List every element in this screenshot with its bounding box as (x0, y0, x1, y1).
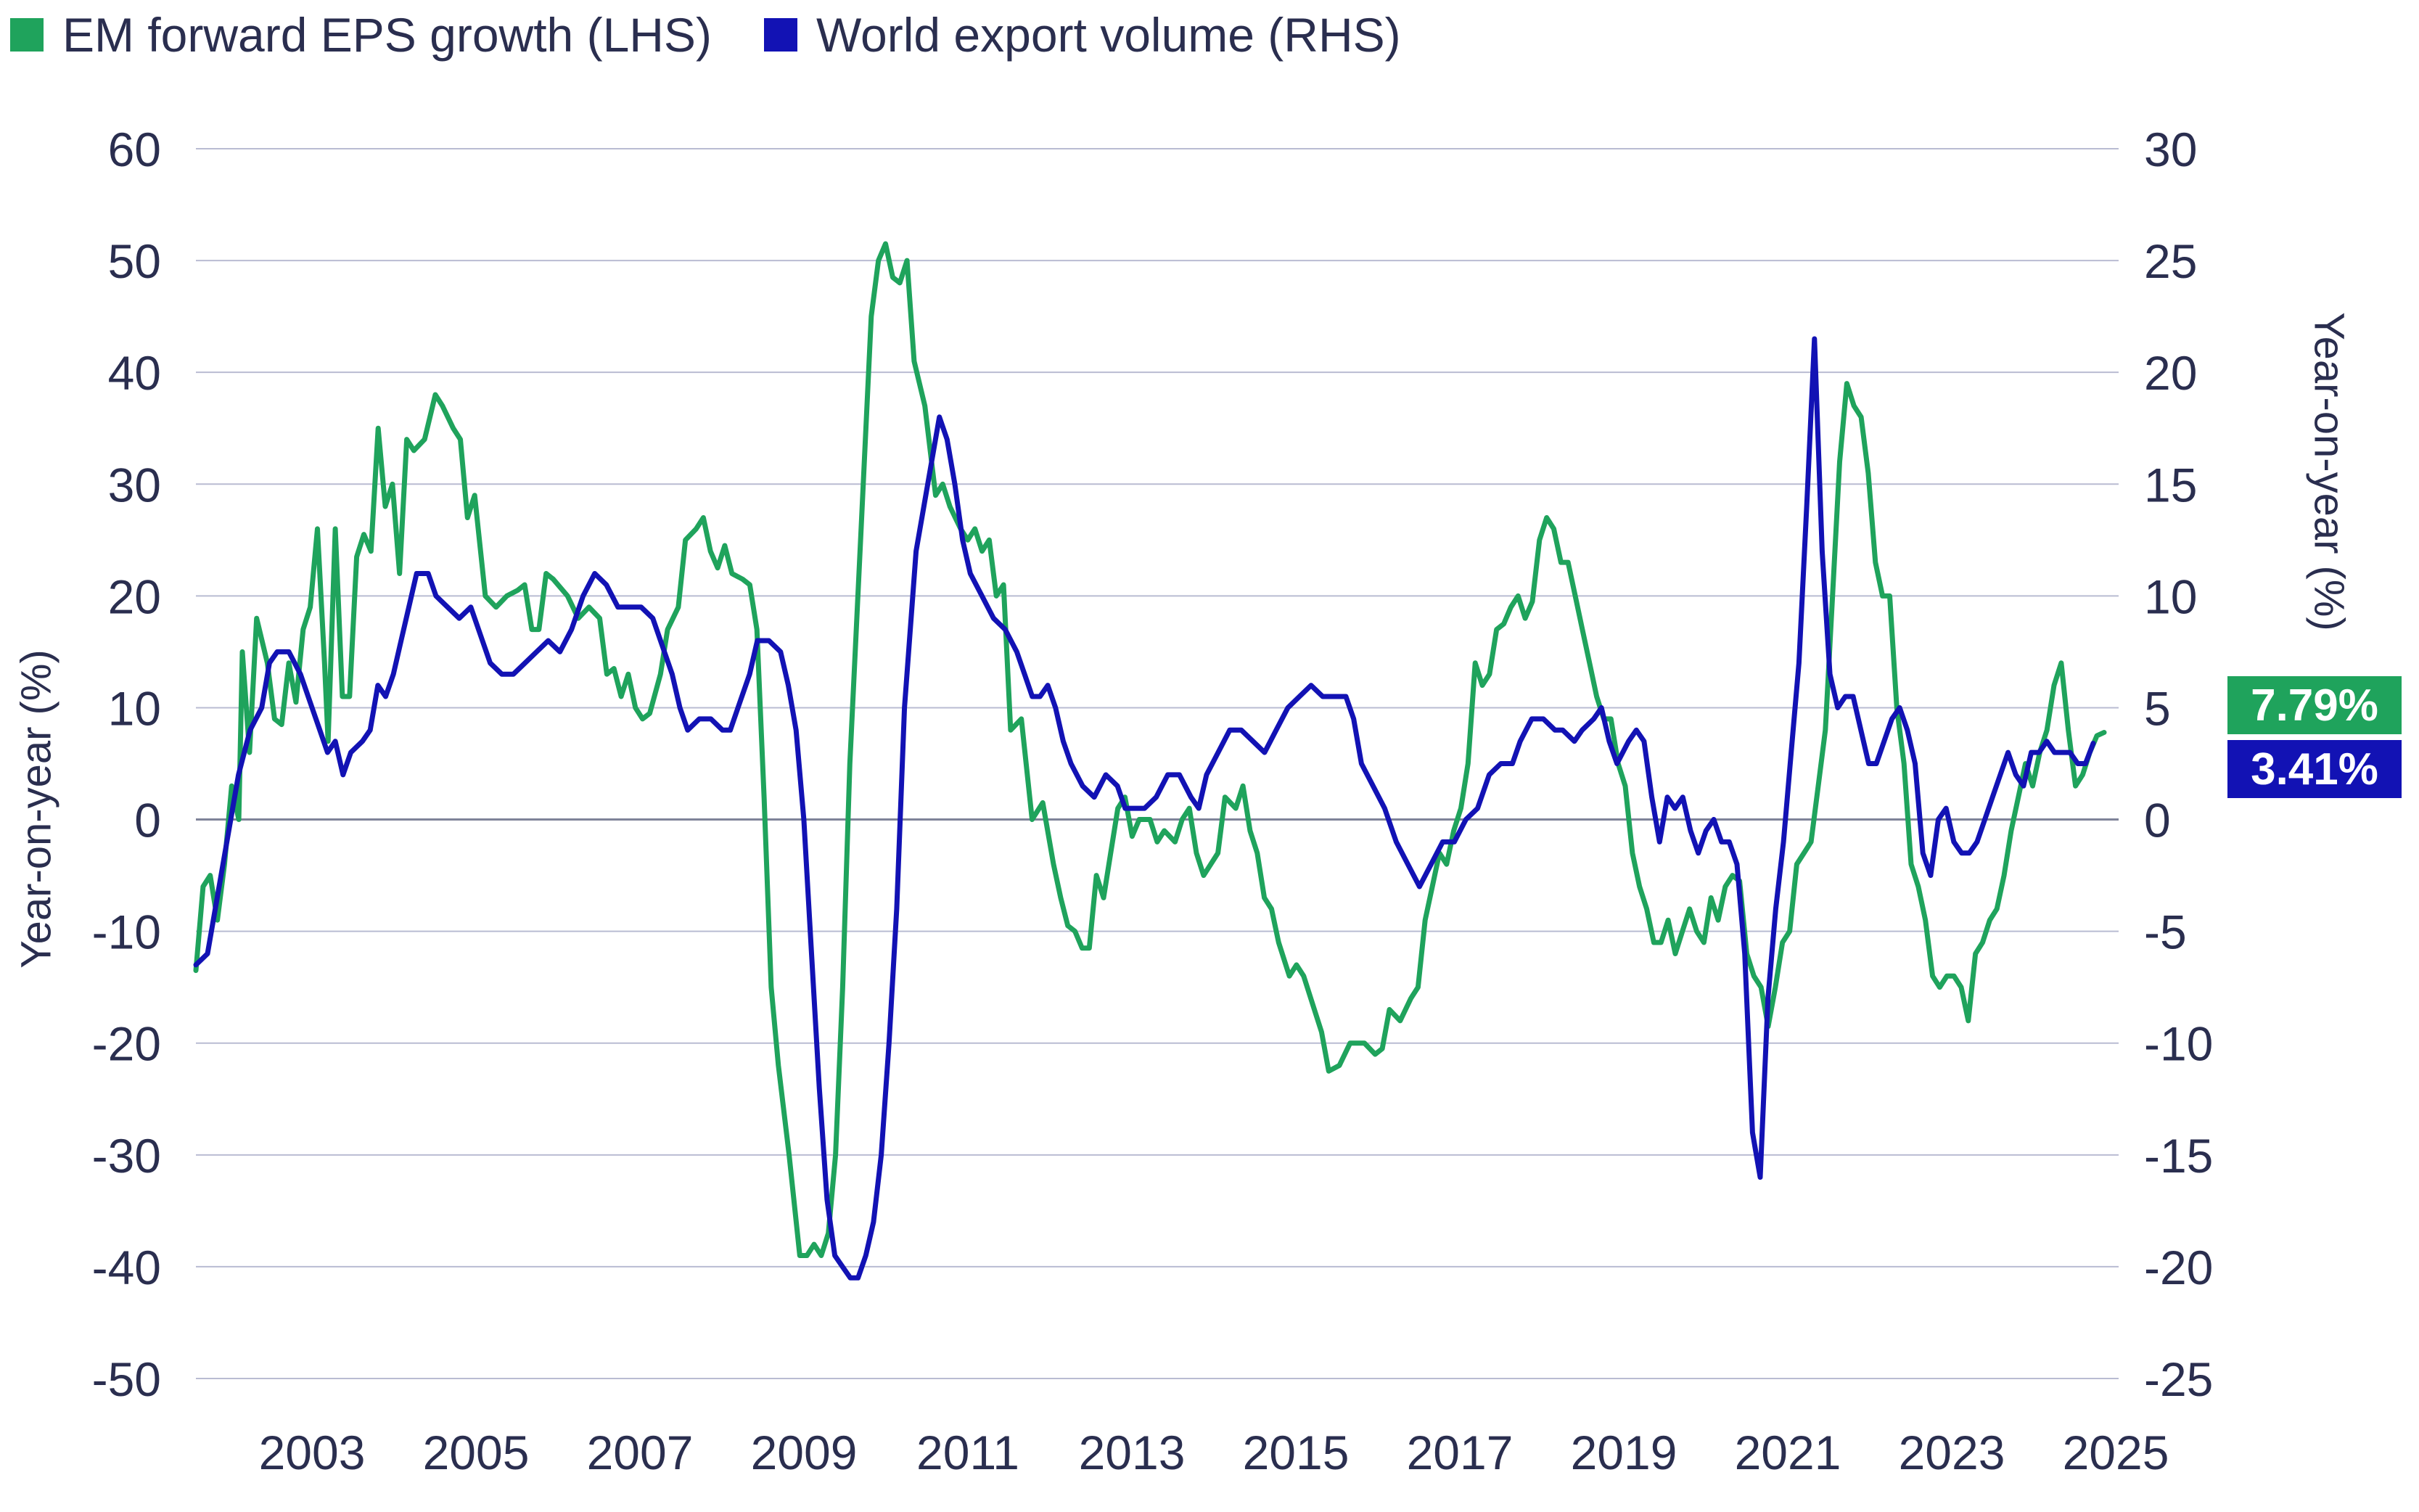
x-tick-label: 2013 (1079, 1426, 1186, 1479)
x-tick-label: 2021 (1735, 1426, 1841, 1479)
right-y-tick-label: 30 (2144, 123, 2197, 176)
right-y-tick-label: 25 (2144, 234, 2197, 288)
left-y-tick-label: 60 (108, 123, 161, 176)
right-y-tick-label: -5 (2144, 905, 2187, 959)
legend-swatch-export (763, 18, 797, 52)
x-tick-label: 2025 (2063, 1426, 2169, 1479)
right-y-tick-label: -15 (2144, 1129, 2213, 1183)
export-end-value-label: 3.41% (2227, 740, 2402, 798)
left-y-tick-label: -20 (92, 1017, 161, 1071)
export-volume-line (193, 336, 2096, 1281)
x-tick-label: 2015 (1243, 1426, 1350, 1479)
right-y-tick-label: -25 (2144, 1352, 2213, 1406)
left-y-tick-label: 50 (108, 234, 161, 288)
right-y-tick-label: -20 (2144, 1241, 2213, 1294)
right-y-tick-label: 10 (2144, 570, 2197, 623)
legend-label-eps: EM forward EPS growth (LHS) (62, 8, 712, 62)
eps-end-value-label: 7.79% (2227, 676, 2402, 734)
x-tick-label: 2009 (751, 1426, 858, 1479)
legend-swatch-eps (10, 18, 44, 52)
right-y-tick-label: 15 (2144, 458, 2197, 511)
legend-label-export: World export volume (RHS) (816, 8, 1401, 62)
right-y-tick-label: 0 (2144, 794, 2171, 847)
left-y-tick-label: -30 (92, 1129, 161, 1183)
x-tick-label: 2023 (1899, 1426, 2005, 1479)
chart-legend: EM forward EPS growth (LHS) World export… (10, 6, 1453, 64)
x-tick-label: 2005 (423, 1426, 530, 1479)
left-y-tick-label: 20 (108, 570, 161, 623)
left-y-tick-label: 0 (134, 794, 161, 847)
x-tick-label: 2019 (1571, 1426, 1677, 1479)
left-y-tick-label: -10 (92, 905, 161, 959)
x-tick-label: 2011 (916, 1426, 1019, 1479)
eps-growth-line (193, 241, 2107, 1258)
x-tick-label: 2003 (259, 1426, 366, 1479)
legend-item-export: World export volume (RHS) (763, 7, 1401, 62)
left-y-tick-label: 40 (108, 346, 161, 400)
left-y-tick-label: 30 (108, 458, 161, 511)
x-tick-label: 2017 (1407, 1426, 1514, 1479)
right-y-tick-label: 20 (2144, 346, 2197, 400)
right-y-tick-label: -10 (2144, 1017, 2213, 1071)
left-y-tick-label: -50 (92, 1352, 161, 1406)
left-y-tick-label: -40 (92, 1241, 161, 1294)
legend-item-eps: EM forward EPS growth (LHS) (10, 7, 712, 62)
x-tick-label: 2007 (587, 1426, 694, 1479)
right-y-tick-label: 5 (2144, 681, 2171, 735)
left-axis-title: Year-on-year (%) (12, 649, 60, 969)
right-axis-title: Year-on-year (%) (2305, 312, 2353, 631)
left-y-tick-label: 10 (108, 681, 161, 735)
